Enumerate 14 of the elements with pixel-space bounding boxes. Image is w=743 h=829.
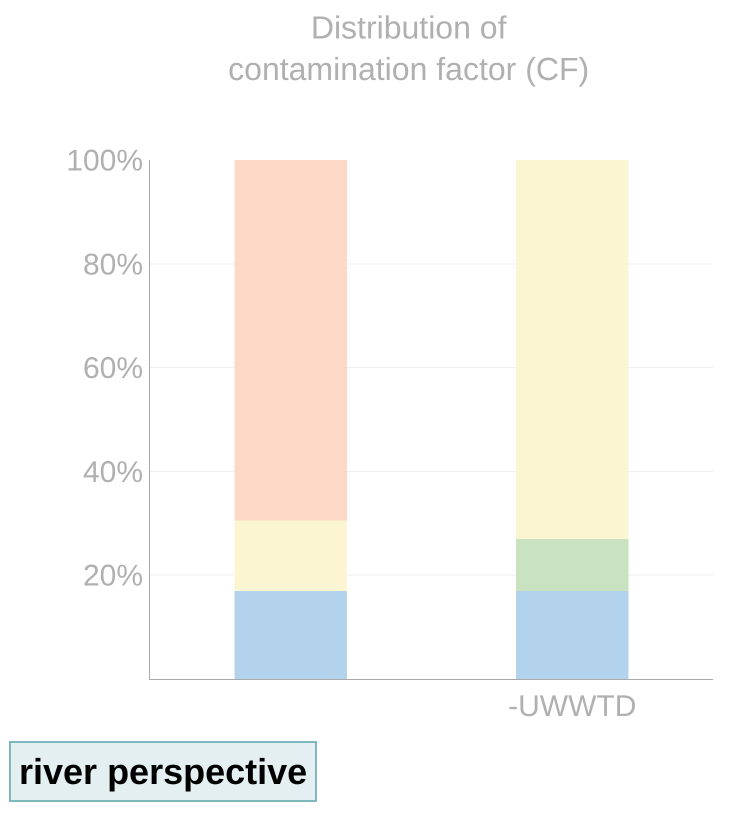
text: river perspective (19, 751, 308, 792)
y-tick-label: 100% (66, 144, 143, 178)
x-tick-label: -UWWTD (508, 690, 636, 723)
bar (234, 160, 348, 521)
bar (234, 590, 348, 679)
bar (516, 538, 629, 591)
bar (516, 160, 629, 539)
bar (234, 520, 348, 591)
chart-title: Distribution of contamination factor (CF) (228, 9, 590, 87)
y-tick-label: 40% (82, 456, 143, 489)
bar (516, 590, 629, 679)
y-tick-label: 20% (82, 560, 143, 593)
y-tick-label: 80% (82, 248, 143, 282)
y-tick-label: 60% (82, 352, 143, 386)
